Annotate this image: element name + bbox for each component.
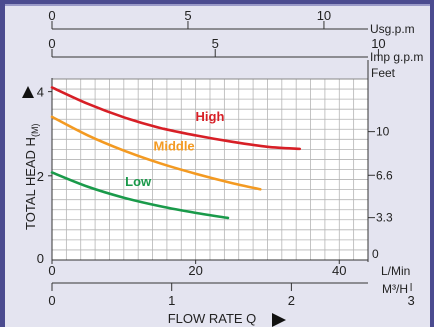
series-label-middle: Middle — [154, 139, 195, 154]
usgpm-tick-label: 0 — [48, 8, 55, 23]
frame-top-highlight — [5, 4, 430, 6]
x-tick-label: 40 — [332, 263, 346, 278]
y-axis-title: TOTAL HEAD H(M) — [23, 124, 40, 230]
y-tick-label: 4 — [37, 85, 44, 100]
feet-tick-label: 3.3 — [376, 211, 393, 225]
x-axis-arrow — [272, 313, 286, 327]
x-tick-label: 0 — [48, 263, 55, 278]
feet-tick-label: 6.6 — [376, 168, 393, 182]
m3h-tick-label: 3 — [407, 293, 414, 308]
series-line-high — [50, 86, 302, 151]
usgpm-tick-label: 5 — [184, 8, 191, 23]
series-line-low — [50, 171, 230, 220]
feet-tick-label: 10 — [376, 125, 390, 139]
m3h-tick-label: 1 — [168, 293, 175, 308]
m3h-tick-label: 2 — [288, 293, 295, 308]
series-label-high: High — [196, 109, 225, 124]
y-tick-label: 2 — [37, 169, 44, 184]
series-label-low: Low — [125, 174, 152, 189]
impgpm-axis-label: Imp g.p.m — [370, 50, 423, 64]
y-axis-arrow — [22, 86, 34, 98]
x-axis-title: FLOW RATE Q — [168, 311, 257, 326]
impgpm-tick-label: 0 — [48, 36, 55, 51]
usgpm-tick-label: 10 — [317, 8, 331, 23]
m3h-tick-label: 0 — [48, 293, 55, 308]
x-tick-label: 20 — [188, 263, 202, 278]
series-line-middle — [50, 115, 262, 191]
y-origin-label: 0 — [37, 251, 44, 266]
feet-axis-label: Feet — [371, 66, 396, 80]
m3h-axis-label: M³/H — [382, 282, 408, 296]
usgpm-axis-label: Usg.p.m — [370, 22, 415, 36]
impgpm-tick-label: 10 — [371, 36, 385, 51]
feet-tick-label: 0 — [372, 247, 379, 261]
impgpm-tick-label: 5 — [212, 36, 219, 51]
x-axis-label: L/Min — [381, 264, 410, 278]
